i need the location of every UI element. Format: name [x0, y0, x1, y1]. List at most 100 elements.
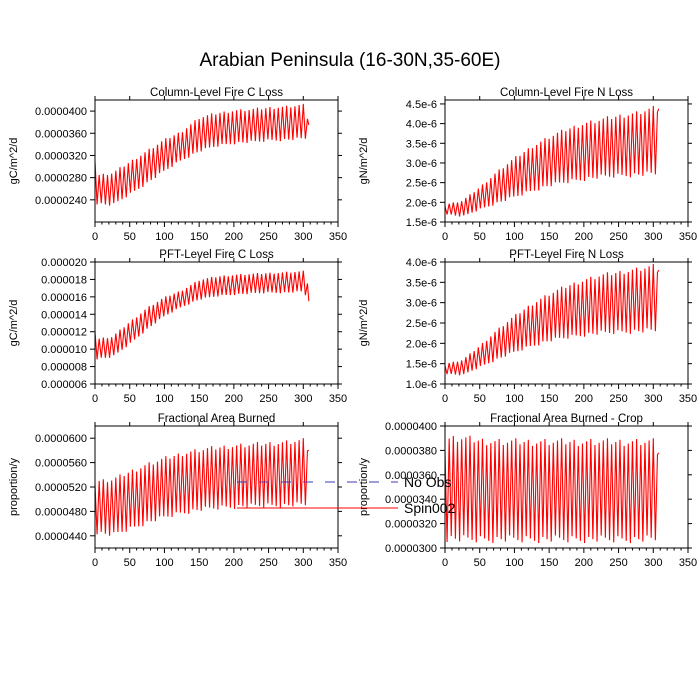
x-tick-label: 150	[190, 231, 208, 243]
x-tick-label: 50	[124, 557, 136, 569]
x-tick-label: 150	[190, 557, 208, 569]
y-tick-label: 2.0e-6	[406, 338, 437, 350]
chart-panel-5: Fractional Area Burned proportion/y 0 50 100…	[8, 413, 347, 569]
x-tick-label: 50	[124, 231, 136, 243]
y-tick-label: 0.0000440	[35, 531, 87, 543]
x-tick-label: 150	[190, 393, 208, 405]
y-tick-label: 0.000006	[41, 379, 87, 391]
y-tick-label: 0.0000360	[35, 128, 87, 140]
x-tick-label: 150	[540, 231, 558, 243]
y-tick-label: 0.0000320	[35, 150, 87, 162]
y-tick-label: 0.000010	[41, 344, 87, 356]
x-tick-label: 250	[259, 393, 277, 405]
y-tick-label: 0.000008	[41, 362, 87, 374]
panel-title: PFT-Level Fire N Loss	[509, 249, 624, 261]
page-title: Arabian Peninsula (16-30N,35-60E)	[199, 50, 501, 71]
x-tick-label: 300	[644, 231, 662, 243]
series-line-spin002	[445, 435, 660, 544]
x-tick-label: 250	[609, 557, 627, 569]
plot-frame	[94, 99, 339, 223]
series-line-spin002	[445, 264, 660, 376]
y-axis-label: proportion/y	[358, 457, 370, 516]
y-axis-label: gC/m^2/d	[8, 300, 20, 347]
chart-panel-3: PFT-Level Fire C Loss gC/m^2/d 0 50 100 150 20…	[8, 249, 347, 405]
y-axis-label: gN/m^2/d	[358, 300, 370, 347]
panel-title: Fractional Area Burned	[158, 413, 276, 425]
series-line-spin002	[95, 270, 310, 360]
y-tick-label: 0.000020	[41, 257, 87, 269]
x-tick-label: 250	[609, 231, 627, 243]
x-tick-label: 50	[474, 231, 486, 243]
y-tick-label: 0.0000240	[35, 195, 87, 207]
x-tick-label: 0	[442, 231, 448, 243]
panel-title: PFT-Level Fire C Loss	[159, 249, 274, 261]
plot-frame	[444, 425, 689, 549]
x-tick-label: 250	[259, 231, 277, 243]
y-tick-label: 4.0e-6	[406, 257, 437, 269]
series-line-spin002	[95, 438, 310, 536]
x-tick-label: 100	[505, 557, 523, 569]
y-axis-label: proportion/y	[8, 457, 20, 516]
chart-panel-6: Fractional Area Burned - Crop proportion/…	[358, 413, 697, 569]
x-tick-label: 200	[575, 393, 593, 405]
x-tick-label: 250	[259, 557, 277, 569]
y-tick-label: 0.0000280	[35, 173, 87, 185]
plot-frame	[94, 261, 339, 385]
y-axis-label: gC/m^2/d	[8, 138, 20, 185]
x-tick-label: 350	[679, 557, 697, 569]
legend: No Obs Spin002	[237, 474, 456, 516]
panel-title: Column-Level Fire C Loss	[150, 87, 283, 99]
x-tick-label: 150	[540, 393, 558, 405]
x-tick-label: 100	[505, 231, 523, 243]
chart-panel-1: Column-Level Fire C Loss gC/m^2/d 0 50 100 15…	[8, 87, 347, 243]
x-tick-label: 100	[155, 393, 173, 405]
y-tick-label: 3.0e-6	[406, 158, 437, 170]
x-tick-label: 300	[294, 557, 312, 569]
x-tick-label: 350	[679, 393, 697, 405]
y-tick-label: 3.5e-6	[406, 138, 437, 150]
y-tick-label: 0.000012	[41, 327, 87, 339]
y-tick-label: 2.5e-6	[406, 178, 437, 190]
y-tick-label: 0.0000480	[35, 506, 87, 518]
panel-title: Fractional Area Burned - Crop	[490, 413, 643, 425]
legend-label-spin002: Spin002	[404, 500, 456, 516]
y-tick-label: 0.000018	[41, 274, 87, 286]
x-tick-label: 0	[92, 557, 98, 569]
y-tick-label: 0.0000340	[385, 494, 437, 506]
x-tick-label: 350	[329, 557, 347, 569]
plot-frame	[444, 99, 689, 223]
x-tick-label: 200	[225, 231, 243, 243]
x-tick-label: 0	[92, 231, 98, 243]
x-tick-label: 300	[294, 393, 312, 405]
y-tick-label: 1.5e-6	[406, 359, 437, 371]
panel-title: Column-Level Fire N Loss	[500, 87, 633, 99]
y-tick-label: 3.0e-6	[406, 298, 437, 310]
y-tick-label: 2.0e-6	[406, 197, 437, 209]
x-tick-label: 350	[679, 231, 697, 243]
y-tick-label: 0.0000320	[385, 519, 437, 531]
x-tick-label: 100	[155, 231, 173, 243]
x-tick-label: 300	[644, 393, 662, 405]
x-tick-label: 100	[505, 393, 523, 405]
x-tick-label: 350	[329, 231, 347, 243]
x-tick-label: 350	[329, 393, 347, 405]
y-tick-label: 0.0000380	[385, 445, 437, 457]
y-tick-label: 4.5e-6	[406, 99, 437, 111]
x-tick-label: 100	[155, 557, 173, 569]
y-tick-label: 3.5e-6	[406, 277, 437, 289]
chart-panel-4: PFT-Level Fire N Loss gN/m^2/d 0 50 100 150 20…	[358, 249, 697, 405]
x-tick-label: 200	[575, 231, 593, 243]
chart-panel-2: Column-Level Fire N Loss gN/m^2/d 0 50 100 15…	[358, 87, 697, 243]
y-tick-label: 0.000014	[41, 309, 87, 321]
y-axis-label: gN/m^2/d	[358, 138, 370, 185]
x-tick-label: 300	[644, 557, 662, 569]
y-tick-label: 0.0000360	[385, 470, 437, 482]
x-tick-label: 200	[225, 393, 243, 405]
x-tick-label: 0	[442, 557, 448, 569]
y-tick-label: 0.0000520	[35, 482, 87, 494]
x-tick-label: 200	[575, 557, 593, 569]
x-tick-label: 300	[294, 231, 312, 243]
series-line-spin002	[445, 105, 660, 217]
y-tick-label: 1.5e-6	[406, 217, 437, 229]
x-tick-label: 0	[92, 393, 98, 405]
